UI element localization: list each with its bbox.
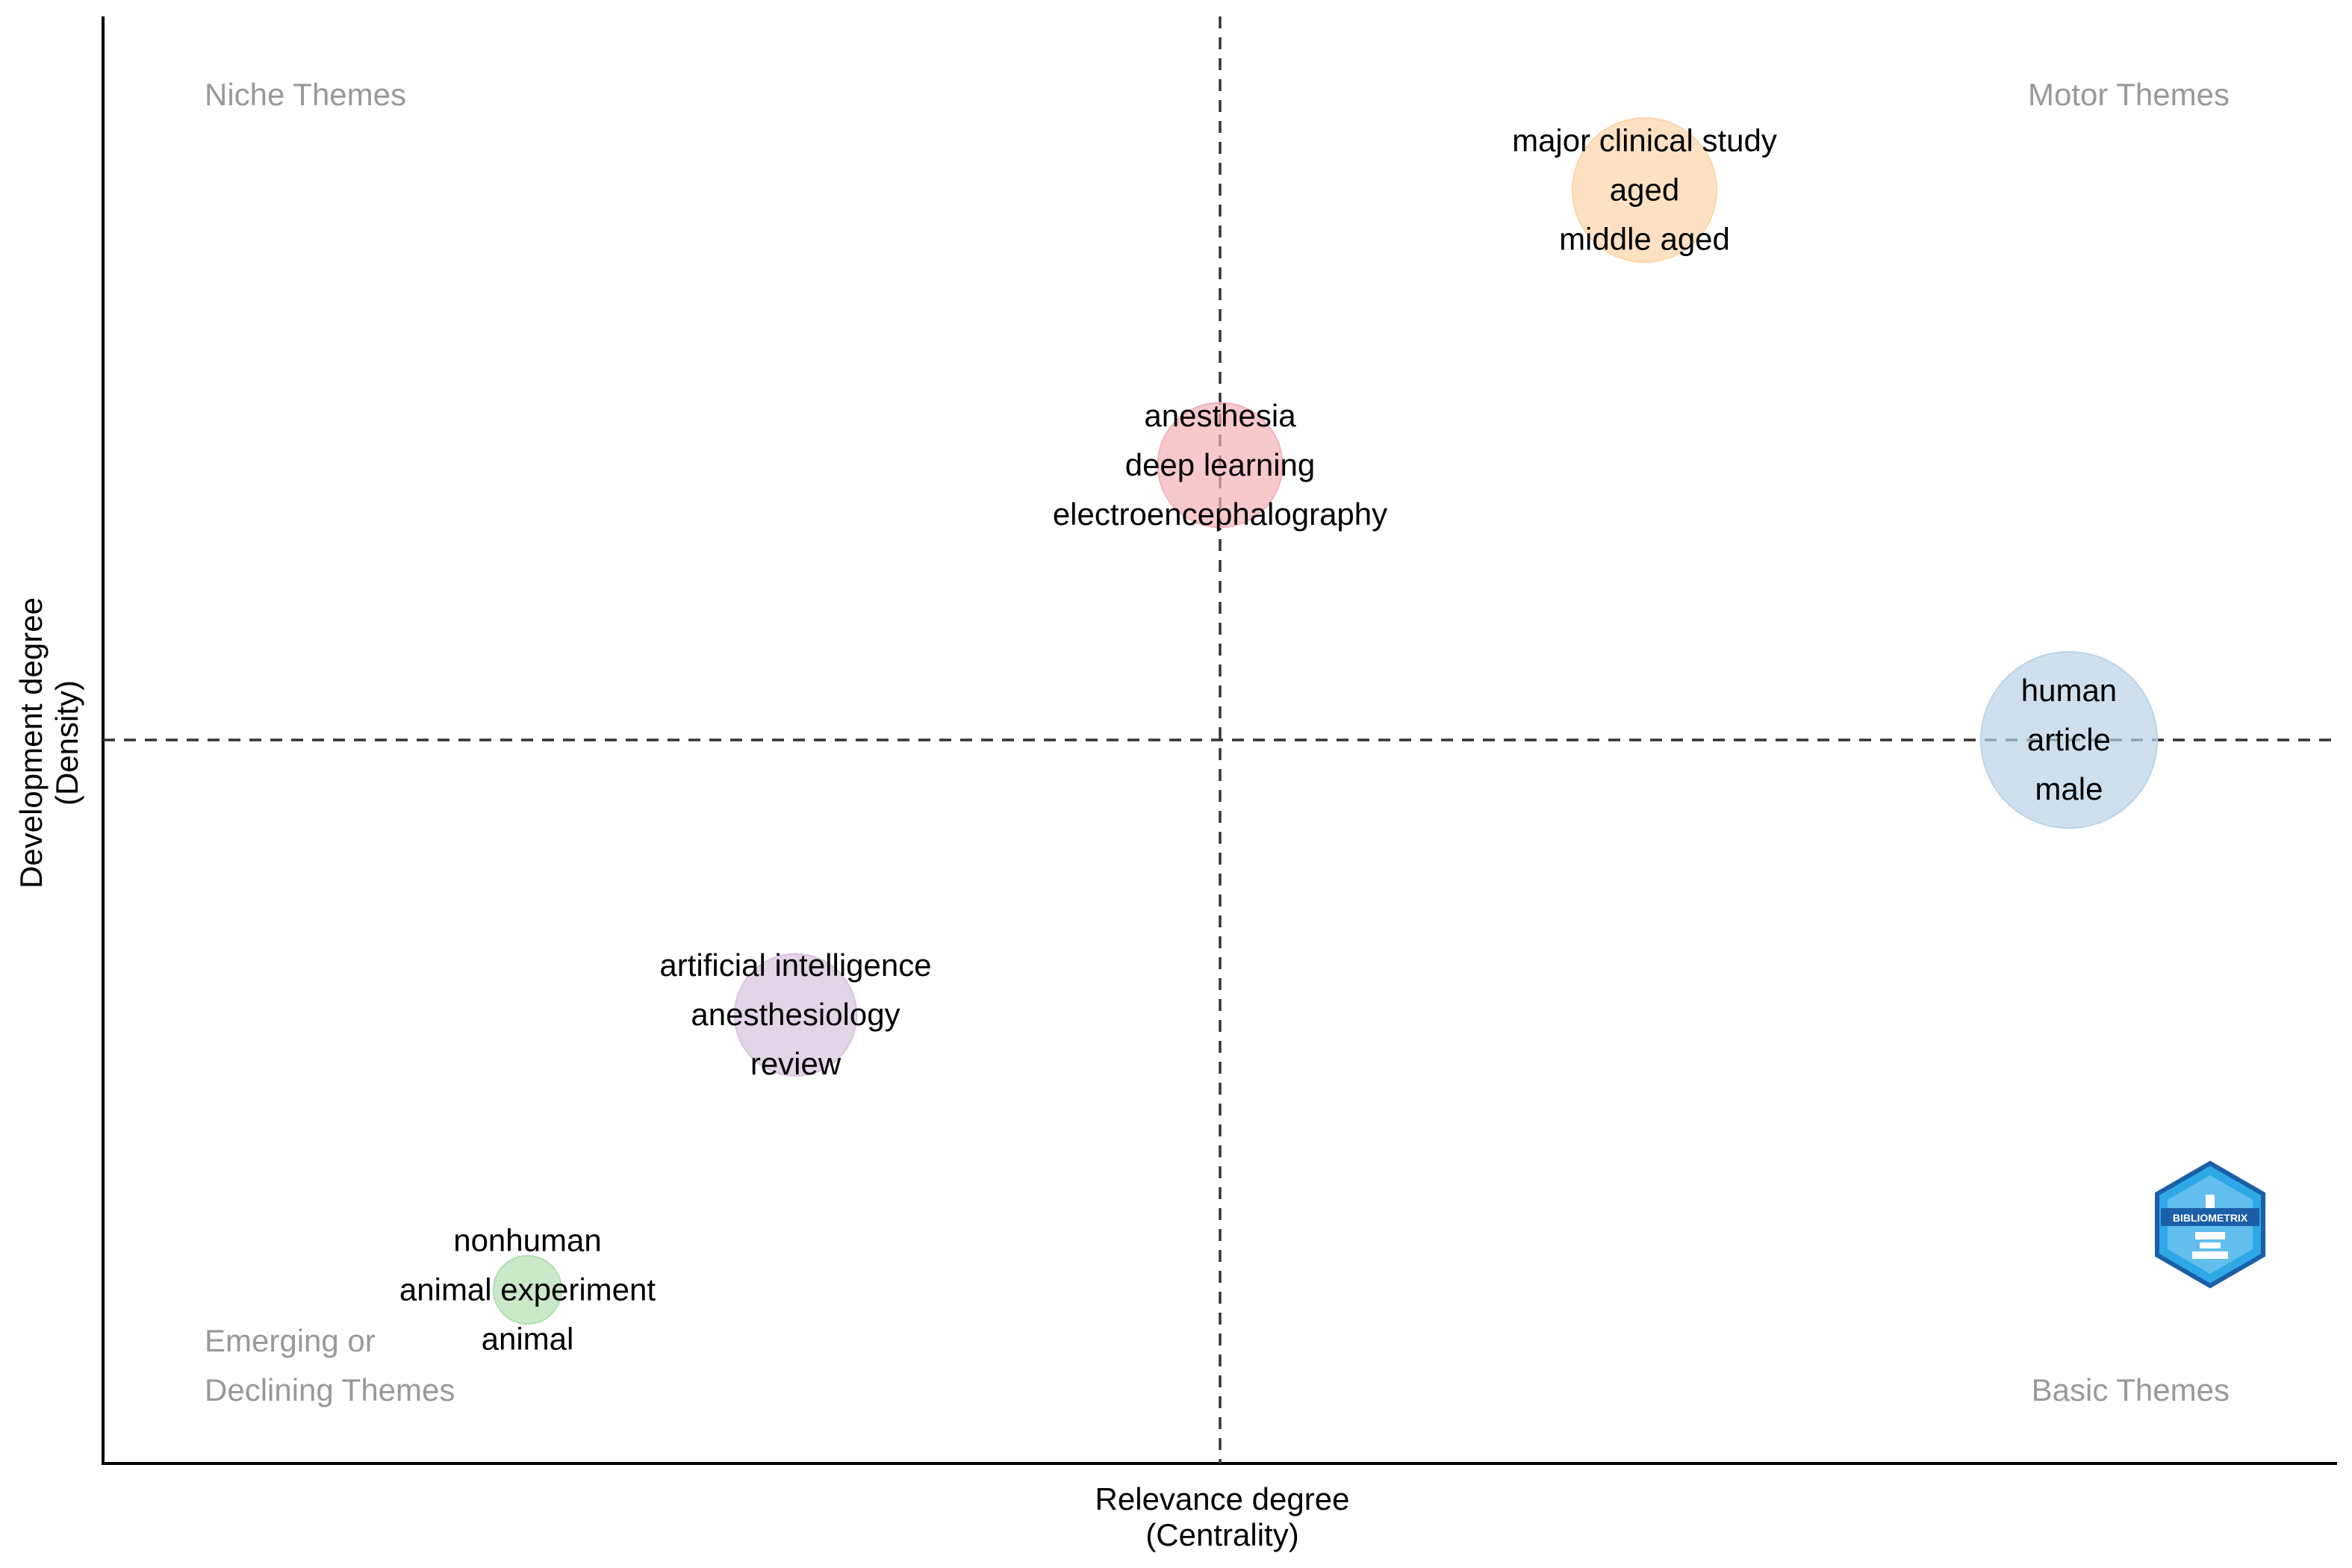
cluster-bubble [733, 953, 858, 1077]
cluster-layer: nonhuman animal experiment animal artificia… [399, 116, 2158, 1356]
quadrant-label-motor: Motor Themes [2028, 77, 2230, 112]
cluster-bubble [1157, 402, 1284, 529]
x-axis-title-line2: (Centrality) [1145, 1517, 1298, 1552]
quadrant-label-emerging-line1: Emerging or [205, 1323, 376, 1358]
cluster-bubble [1979, 651, 2158, 829]
logo-banner [2161, 1208, 2259, 1226]
cluster-label: anesthesia [1144, 398, 1296, 433]
cluster-label: major clinical study [1512, 123, 1777, 158]
x-axis-title-line1: Relevance degree [1095, 1481, 1350, 1516]
cluster-label: animal experiment [399, 1272, 656, 1307]
cluster-bubble [1571, 116, 1718, 264]
y-axis-title-line1: Development degree [13, 597, 49, 889]
cluster-label: anesthesiology [691, 997, 900, 1032]
cluster-label: artificial intelligence [659, 948, 931, 983]
cluster-label: nonhuman [453, 1222, 602, 1257]
cluster-bubble [492, 1254, 563, 1325]
quadrant-label-niche: Niche Themes [205, 77, 406, 112]
cluster-label: male [2035, 771, 2103, 806]
quadrant-label-basic: Basic Themes [2032, 1372, 2230, 1407]
cluster-label: review [750, 1046, 841, 1081]
bibliometrix-logo: BIBLIOMETRIX [2155, 1160, 2265, 1289]
cluster-label: human [2021, 673, 2117, 708]
cluster-label: deep learning [1125, 447, 1316, 482]
y-axis-title-line2: (Density) [49, 680, 84, 806]
cluster-label: middle aged [1559, 222, 1730, 257]
cluster-label: electroencephalography [1053, 497, 1387, 532]
cluster-label: article [2027, 722, 2111, 757]
cluster-label: aged [1610, 172, 1679, 208]
quadrant-label-emerging-line2: Declining Themes [205, 1372, 455, 1407]
cluster-label: animal [482, 1321, 574, 1356]
logo-mark [2192, 1195, 2228, 1259]
logo-text: BIBLIOMETRIX [2173, 1212, 2248, 1224]
